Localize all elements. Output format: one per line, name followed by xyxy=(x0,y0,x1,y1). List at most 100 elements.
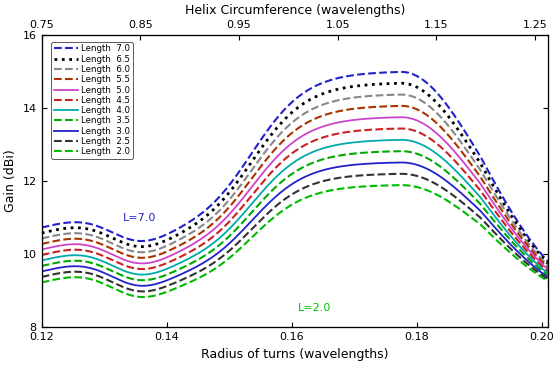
Text: L=7.0: L=7.0 xyxy=(123,213,157,223)
Length  4.5 xyxy=(361,128,367,132)
Length  3.5 xyxy=(398,149,405,153)
Length  5.0 xyxy=(69,242,76,246)
Length  5.5 xyxy=(39,242,45,246)
Length  6.0 xyxy=(475,165,481,169)
Line: Length  2.0: Length 2.0 xyxy=(42,185,548,297)
X-axis label: Helix Circumference (wavelengths): Helix Circumference (wavelengths) xyxy=(184,4,405,17)
Length  3.0 xyxy=(69,264,76,268)
Length  5.5 xyxy=(544,265,551,270)
Length  5.0 xyxy=(361,117,367,121)
Length  2.0 xyxy=(69,275,76,280)
Length  3.0 xyxy=(475,207,482,211)
Length  2.0 xyxy=(39,280,45,285)
Length  5.5 xyxy=(423,112,429,117)
Length  4.5 xyxy=(69,247,76,252)
Length  7.0 xyxy=(475,151,481,155)
Length  4.5 xyxy=(398,126,405,131)
Length  5.5 xyxy=(475,172,481,176)
Length  6.0 xyxy=(69,231,76,235)
Length  7.0 xyxy=(398,70,405,74)
Length  3.5 xyxy=(39,264,45,268)
Line: Length  5.5: Length 5.5 xyxy=(42,106,548,268)
Length  4.5 xyxy=(423,134,429,138)
Length  5.5 xyxy=(332,110,339,114)
Length  4.0 xyxy=(139,272,146,277)
Length  7.0 xyxy=(69,220,76,224)
Length  6.5 xyxy=(39,231,45,235)
Length  7.0 xyxy=(39,225,45,230)
Length  5.5 xyxy=(361,105,367,110)
Length  4.0 xyxy=(333,143,340,147)
Line: Length  6.0: Length 6.0 xyxy=(42,95,548,265)
Length  5.0 xyxy=(39,247,45,251)
Line: Length  2.5: Length 2.5 xyxy=(42,174,548,291)
Length  7.0 xyxy=(544,260,551,264)
X-axis label: Radius of turns (wavelengths): Radius of turns (wavelengths) xyxy=(201,348,389,361)
Length  3.0 xyxy=(39,269,45,274)
Length  3.0 xyxy=(333,165,340,169)
Length  5.0 xyxy=(475,178,481,183)
Length  6.5 xyxy=(345,85,352,89)
Legend: Length  7.0, Length  6.5, Length  6.0, Length  5.5, Length  5.0, Length  4.5, Le: Length 7.0, Length 6.5, Length 6.0, Leng… xyxy=(51,42,133,159)
Length  2.0 xyxy=(333,187,340,192)
Length  2.5 xyxy=(140,289,146,293)
Length  6.0 xyxy=(39,236,45,241)
Length  3.0 xyxy=(424,166,430,171)
Length  4.0 xyxy=(362,139,368,143)
Length  2.0 xyxy=(140,295,146,299)
Length  4.0 xyxy=(69,253,76,257)
Y-axis label: Gain (dBi): Gain (dBi) xyxy=(4,150,17,212)
Line: Length  6.5: Length 6.5 xyxy=(42,83,548,264)
Length  2.5 xyxy=(398,172,405,176)
Length  3.5 xyxy=(69,258,76,263)
Text: L=2.0: L=2.0 xyxy=(298,303,331,313)
Line: Length  3.5: Length 3.5 xyxy=(42,151,548,280)
Length  7.0 xyxy=(361,72,367,76)
Length  2.5 xyxy=(69,270,76,274)
Length  5.0 xyxy=(332,121,339,125)
Length  5.0 xyxy=(544,267,551,272)
Length  4.5 xyxy=(332,132,339,136)
Length  2.0 xyxy=(475,221,482,225)
Length  3.0 xyxy=(544,275,551,280)
Length  2.0 xyxy=(398,183,405,187)
Length  3.5 xyxy=(544,273,551,277)
Line: Length  3.0: Length 3.0 xyxy=(42,162,548,286)
Length  2.0 xyxy=(544,279,551,284)
Length  4.0 xyxy=(39,258,45,263)
Length  3.5 xyxy=(362,150,368,155)
Length  3.5 xyxy=(333,154,340,158)
Length  4.0 xyxy=(544,271,551,276)
Length  6.5 xyxy=(332,88,339,92)
Length  2.0 xyxy=(362,184,368,189)
Length  3.5 xyxy=(346,152,353,156)
Length  2.5 xyxy=(424,177,430,182)
Length  5.5 xyxy=(345,107,352,112)
Length  6.5 xyxy=(544,261,551,266)
Length  7.0 xyxy=(423,80,429,85)
Line: Length  4.5: Length 4.5 xyxy=(42,128,548,272)
Length  6.0 xyxy=(423,102,429,106)
Length  4.0 xyxy=(424,145,430,149)
Length  4.0 xyxy=(475,193,482,197)
Length  2.0 xyxy=(346,185,353,190)
Length  2.5 xyxy=(475,214,482,218)
Length  5.0 xyxy=(345,118,352,123)
Length  6.5 xyxy=(69,226,76,230)
Length  4.5 xyxy=(544,269,551,274)
Length  6.5 xyxy=(423,91,429,95)
Length  6.0 xyxy=(398,92,405,97)
Line: Length  4.0: Length 4.0 xyxy=(42,140,548,274)
Length  4.5 xyxy=(475,185,481,190)
Length  3.5 xyxy=(475,200,482,204)
Length  3.0 xyxy=(346,163,353,168)
Length  4.0 xyxy=(398,138,405,142)
Length  7.0 xyxy=(345,74,352,78)
Length  4.5 xyxy=(39,253,45,257)
Length  6.0 xyxy=(332,99,339,103)
Length  4.5 xyxy=(345,130,352,134)
Length  5.5 xyxy=(398,104,405,108)
Length  6.5 xyxy=(361,83,367,87)
Length  3.5 xyxy=(424,156,430,160)
Length  5.0 xyxy=(398,115,405,119)
